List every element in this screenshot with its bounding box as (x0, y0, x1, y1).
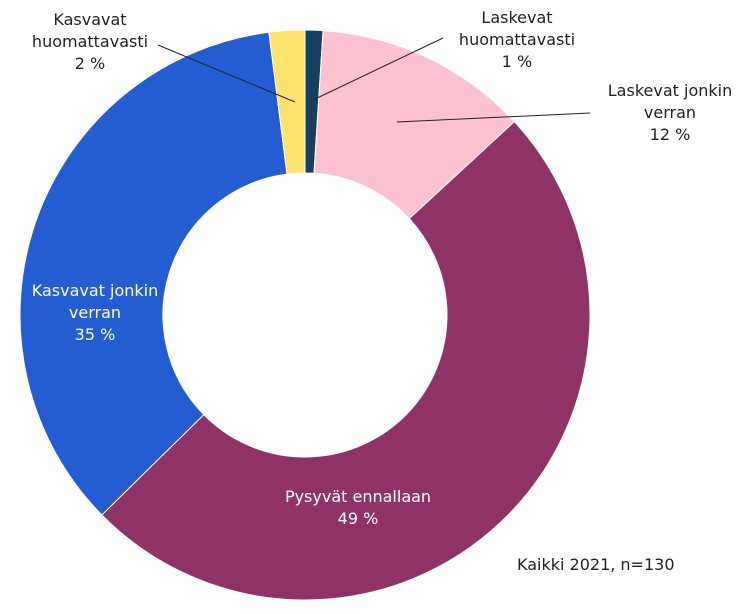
value-label: 49 % (337, 509, 379, 528)
segment-label: Pysyvät ennallaan 49 % (258, 486, 458, 530)
donut-segment (19, 31, 288, 516)
caption: Kaikki 2021, n=130 (517, 555, 675, 574)
segment-label: Kasvavat jonkin verran 35 % (15, 280, 175, 346)
donut-segment (268, 29, 306, 175)
value-label: 35 % (74, 325, 116, 344)
category-name: Laskevat jonkin verran (607, 81, 733, 122)
category-name: Laskevat huomattavasti (458, 8, 576, 49)
category-name: Kasvavat huomattavasti (31, 10, 149, 51)
donut-segment (101, 120, 591, 601)
leader-line (157, 44, 296, 103)
segment-label: Laskevat huomattavasti 1 % (437, 7, 597, 73)
segment-label: Kasvavat huomattavasti 2 % (15, 9, 165, 75)
leader-line (396, 112, 591, 123)
value-label: 12 % (649, 125, 691, 144)
category-name: Pysyvät ennallaan (284, 487, 432, 506)
category-name: Kasvavat jonkin verran (31, 281, 159, 322)
value-label: 1 % (501, 52, 533, 71)
leader-line (312, 37, 444, 101)
value-label: 2 % (74, 54, 106, 73)
segment-label: Laskevat jonkin verran 12 % (595, 80, 745, 146)
